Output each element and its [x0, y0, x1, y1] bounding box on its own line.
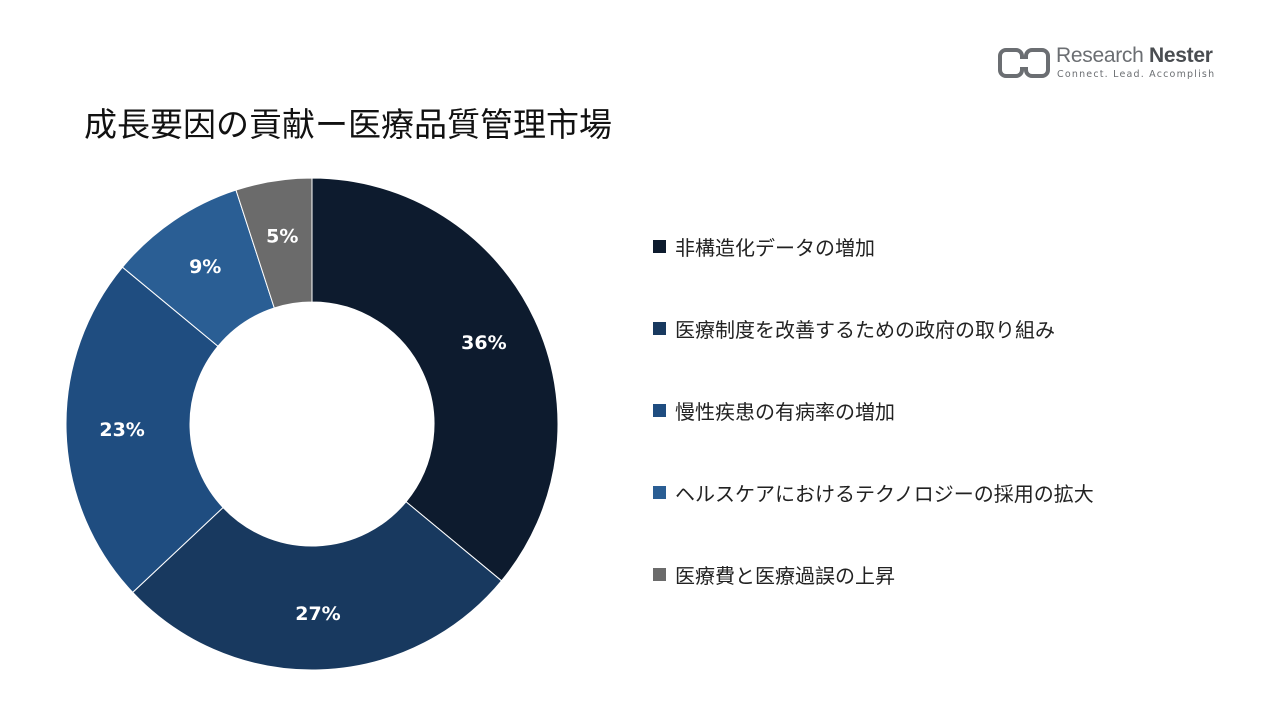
- research-nester-logo-icon: [998, 48, 1050, 78]
- legend-swatch: [653, 404, 666, 417]
- legend-label: 医療制度を改善するための政府の取り組み: [675, 318, 1055, 342]
- legend-item: 医療制度を改善するための政府の取り組み: [653, 314, 1055, 343]
- donut-chart: 36% 27% 23% 9% 5%: [65, 177, 559, 671]
- chart-title: 成長要因の貢献ー医療品質管理市場: [84, 105, 612, 144]
- legend-swatch: [653, 240, 666, 253]
- logo-name-part1: Research: [1056, 44, 1144, 67]
- donut-slice: [131, 501, 503, 671]
- donut-slice: [235, 177, 313, 309]
- logo-name: Research Nester: [1056, 44, 1213, 68]
- legend-label: 慢性疾患の有病率の増加: [675, 400, 895, 424]
- legend-label: ヘルスケアにおけるテクノロジーの採用の拡大: [675, 482, 1094, 506]
- slice-label: 27%: [295, 603, 340, 625]
- legend-item: ヘルスケアにおけるテクノロジーの採用の拡大: [653, 478, 1094, 507]
- legend-swatch: [653, 322, 666, 335]
- logo-tagline: Connect. Lead. Accomplish: [1057, 69, 1216, 80]
- legend-item: 非構造化データの増加: [653, 232, 875, 261]
- legend-swatch: [653, 486, 666, 499]
- legend-label: 医療費と医療過誤の上昇: [675, 564, 895, 588]
- donut-slice: [65, 266, 224, 594]
- legend-item: 慢性疾患の有病率の増加: [653, 396, 895, 425]
- slice-label: 5%: [266, 225, 298, 247]
- slice-label: 36%: [461, 332, 506, 354]
- legend-swatch: [653, 568, 666, 581]
- legend-item: 医療費と医療過誤の上昇: [653, 560, 895, 589]
- slice-label: 9%: [189, 256, 221, 278]
- slice-label: 23%: [99, 419, 144, 441]
- research-nester-logo: Research Nester Connect. Lead. Accomplis…: [998, 44, 1228, 84]
- donut-slice: [311, 177, 559, 582]
- legend-label: 非構造化データの増加: [675, 236, 875, 260]
- logo-name-part2: Nester: [1149, 44, 1213, 67]
